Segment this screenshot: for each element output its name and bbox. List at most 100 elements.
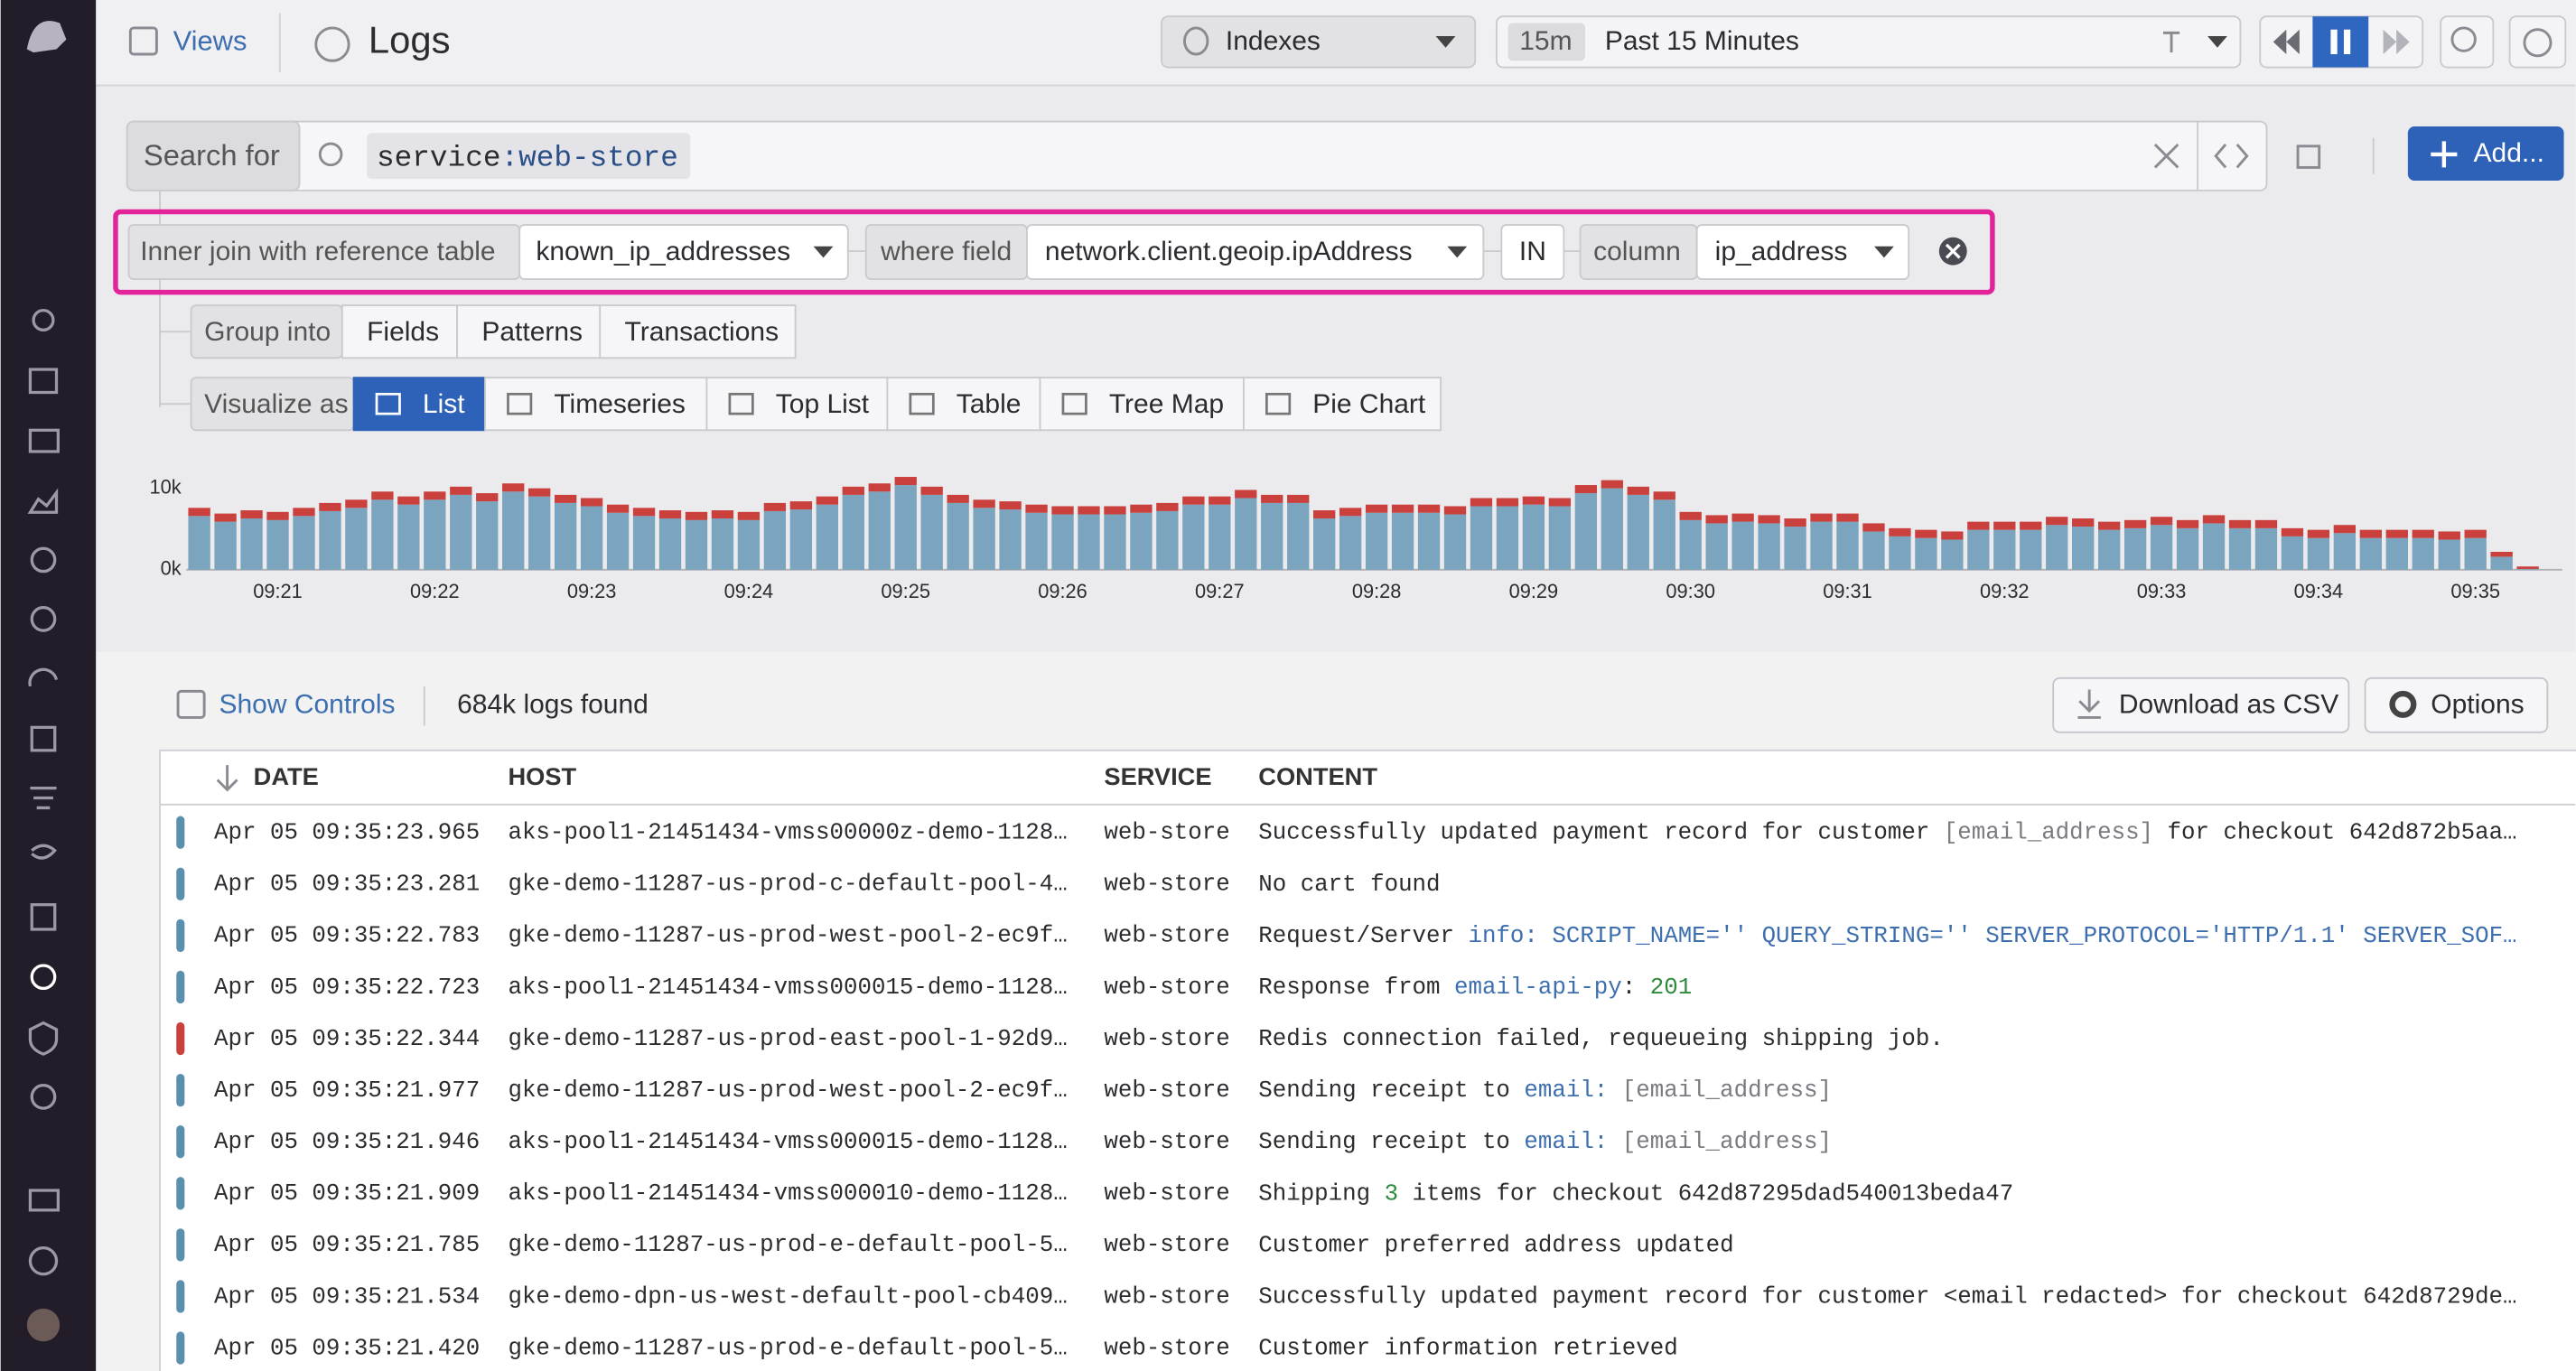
visualize-option-label: Timeseries [554, 389, 686, 419]
status-indicator [176, 1125, 184, 1158]
bar-segment [2516, 566, 2538, 569]
bar-segment [1941, 539, 1963, 569]
x-tick-label: 09:30 [1666, 580, 1715, 602]
status-indicator [176, 816, 184, 849]
join-operator: IN [1519, 237, 1546, 266]
log-content-part: [email_address] [1608, 1129, 1832, 1155]
group-label: Group into [204, 317, 331, 347]
bar-segment [2255, 528, 2277, 570]
bar-segment [2177, 528, 2198, 570]
bar-segment [1784, 527, 1806, 570]
bar-segment [2229, 528, 2251, 570]
bar-segment [2098, 522, 2120, 530]
bar-segment [1758, 523, 1779, 569]
bar-segment [1287, 503, 1309, 570]
log-service: web-store [1104, 975, 1229, 1001]
sidebar [1, 0, 96, 1371]
x-tick-label: 09:31 [1823, 580, 1872, 602]
bar-segment [214, 514, 236, 522]
nav-avatar[interactable] [27, 1309, 60, 1341]
log-host: aks-pool1-21451434-vmss000015-demo-1128… [508, 975, 1067, 1001]
bar-segment [947, 495, 968, 503]
bar-segment [188, 508, 210, 516]
bar-segment [2203, 523, 2225, 569]
refresh-button[interactable] [2510, 16, 2566, 67]
bar-segment [764, 511, 786, 570]
where-label: where field [880, 237, 1012, 266]
bar-segment [2490, 552, 2512, 556]
log-content-part: 3 [1385, 1180, 1398, 1207]
bar-segment [397, 497, 419, 505]
bar-segment [817, 505, 838, 570]
status-indicator [176, 1331, 184, 1364]
bar-segment [2308, 530, 2329, 538]
query-value: :web-store [500, 141, 677, 174]
log-service: web-store [1104, 872, 1229, 898]
bar-segment [1392, 513, 1414, 570]
bar-segment [686, 512, 707, 520]
pause-button[interactable] [2312, 16, 2368, 67]
bar-segment [266, 520, 288, 570]
log-content-part: items for checkout 642d87295dad540013bed… [1398, 1180, 2013, 1207]
bar-segment [2490, 556, 2512, 569]
bar-segment [1078, 515, 1099, 570]
bar-segment [581, 507, 602, 570]
bar-segment [240, 510, 262, 518]
bar-segment [2124, 520, 2146, 528]
bar-segment [1706, 523, 1728, 569]
join-table: known_ip_addresses [536, 237, 790, 266]
x-tick-label: 09:23 [567, 580, 617, 602]
join-column: ip_address [1715, 237, 1848, 266]
bar-segment [2020, 522, 2041, 530]
bar-segment [1993, 530, 2015, 570]
column-header: CONTENT [1258, 762, 1377, 790]
log-date: Apr 05 09:35:21.977 [214, 1077, 480, 1104]
bar-segment [424, 499, 445, 570]
bar-segment [712, 518, 733, 570]
bar-segment [921, 487, 943, 495]
status-indicator [176, 868, 184, 900]
log-host: gke-demo-11287-us-prod-west-pool-2-ec9f… [508, 1077, 1067, 1104]
bar-segment [843, 495, 864, 570]
x-tick-label: 09:27 [1195, 580, 1245, 602]
zoom-out-button[interactable] [2441, 16, 2493, 67]
bar-segment [1339, 508, 1361, 516]
bar-segment [1758, 515, 1779, 523]
log-host: aks-pool1-21451434-vmss000015-demo-1128… [508, 1129, 1067, 1155]
bar-segment [1130, 505, 1152, 513]
group-option-label: Fields [367, 317, 439, 347]
log-host: gke-demo-11287-us-prod-e-default-pool-5… [508, 1232, 1067, 1258]
bar-segment [1418, 505, 1440, 513]
group-option-label: Patterns [481, 317, 583, 347]
log-content: Shipping 3 items for checkout 642d87295d… [1258, 1180, 2013, 1207]
bar-segment [1628, 495, 1649, 570]
bar-segment [2334, 525, 2356, 533]
bar-segment [1549, 507, 1571, 570]
bar-segment [2229, 520, 2251, 528]
log-host: gke-demo-dpn-us-west-default-pool-cb409… [508, 1283, 1067, 1310]
options-label: Options [2431, 690, 2524, 720]
log-content-part: for checkout 642d872b5aa… [2153, 820, 2517, 846]
bar-segment [2072, 518, 2094, 527]
bar-segment [2439, 531, 2460, 539]
bar-segment [450, 487, 471, 495]
group-option-label: Transactions [625, 317, 779, 347]
bar-segment [2282, 536, 2303, 570]
x-tick-label: 09:26 [1038, 580, 1087, 602]
log-host: gke-demo-11287-us-prod-c-default-pool-4… [508, 872, 1067, 898]
bar-segment [999, 509, 1021, 570]
log-service: web-store [1104, 1232, 1229, 1258]
views-link: Views [173, 24, 247, 56]
visualize-option-label: Tree Map [1109, 389, 1224, 419]
log-count: 684k logs found [457, 690, 649, 720]
log-content-part: No cart found [1258, 872, 1440, 898]
log-content-part: Successfully updated payment record for … [1258, 820, 1944, 846]
bar-segment [1261, 495, 1283, 503]
column-header: DATE [254, 762, 319, 790]
bar-segment [738, 512, 760, 520]
visualize-option[interactable] [354, 378, 485, 430]
bar-segment [2413, 538, 2434, 570]
bar-segment [1628, 487, 1649, 495]
pause-bar [2344, 30, 2350, 54]
bar-segment [1182, 505, 1204, 570]
